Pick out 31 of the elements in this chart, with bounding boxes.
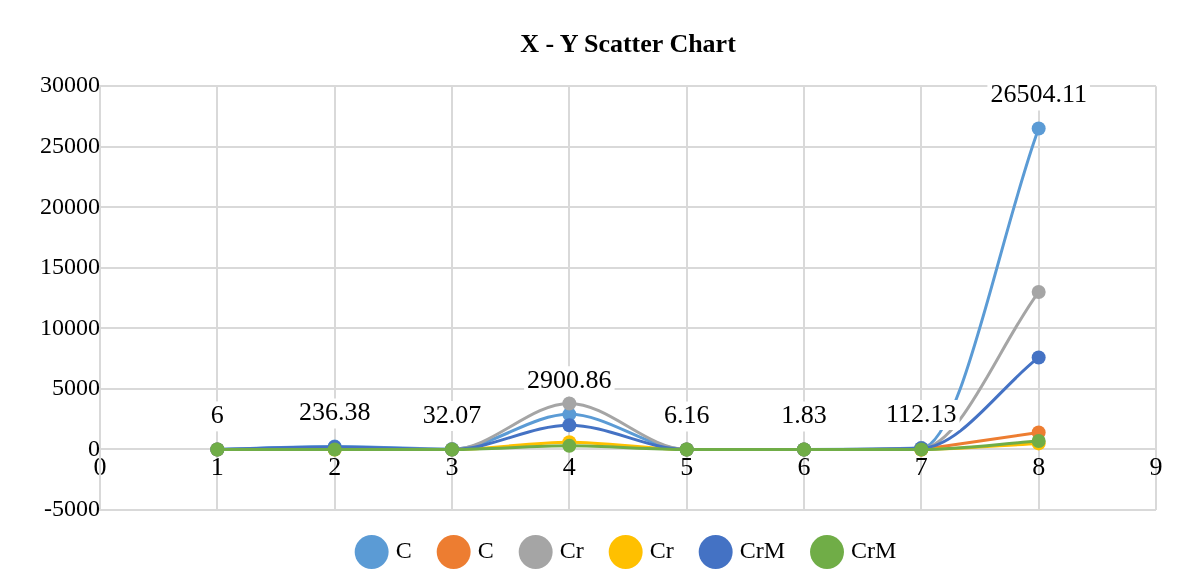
data-label: 6 [210,400,224,430]
legend-label: Cr [559,537,584,564]
legend-label: C [477,537,494,564]
x-tick-label: 8 [1032,451,1046,481]
x-tick-label: 2 [328,451,342,481]
data-label: 1.83 [781,400,827,430]
legend-label: CrM [851,537,897,564]
legend-label: C [395,537,412,564]
x-tick-label: 4 [562,451,576,481]
data-label: 32.07 [422,399,482,429]
legend-label: Cr [649,537,674,564]
data-label: 112.13 [886,398,957,428]
y-tick-label: 10000 [40,313,100,340]
y-tick-label: 15000 [40,253,100,280]
data-label: 2900.86 [527,365,612,395]
y-tick-label: -5000 [44,495,100,522]
data-label: 6.16 [663,400,710,430]
x-tick-label: 3 [445,451,459,481]
x-tick-label: 1 [210,451,224,481]
data-label: 236.38 [298,397,371,427]
chart-title: X - Y Scatter Chart [520,29,737,59]
x-tick-label: 5 [680,451,694,481]
x-tick-label: 7 [914,451,928,481]
x-tick-label: 6 [797,451,811,481]
data-label: 26504.11 [990,79,1087,109]
y-tick-label: 25000 [40,132,100,159]
x-tick-label: 9 [1149,451,1163,481]
y-tick-label: 5000 [52,374,100,401]
legend-label: CrM [739,537,786,564]
y-tick-label: 30000 [40,71,100,98]
y-tick-label: 20000 [40,192,100,219]
